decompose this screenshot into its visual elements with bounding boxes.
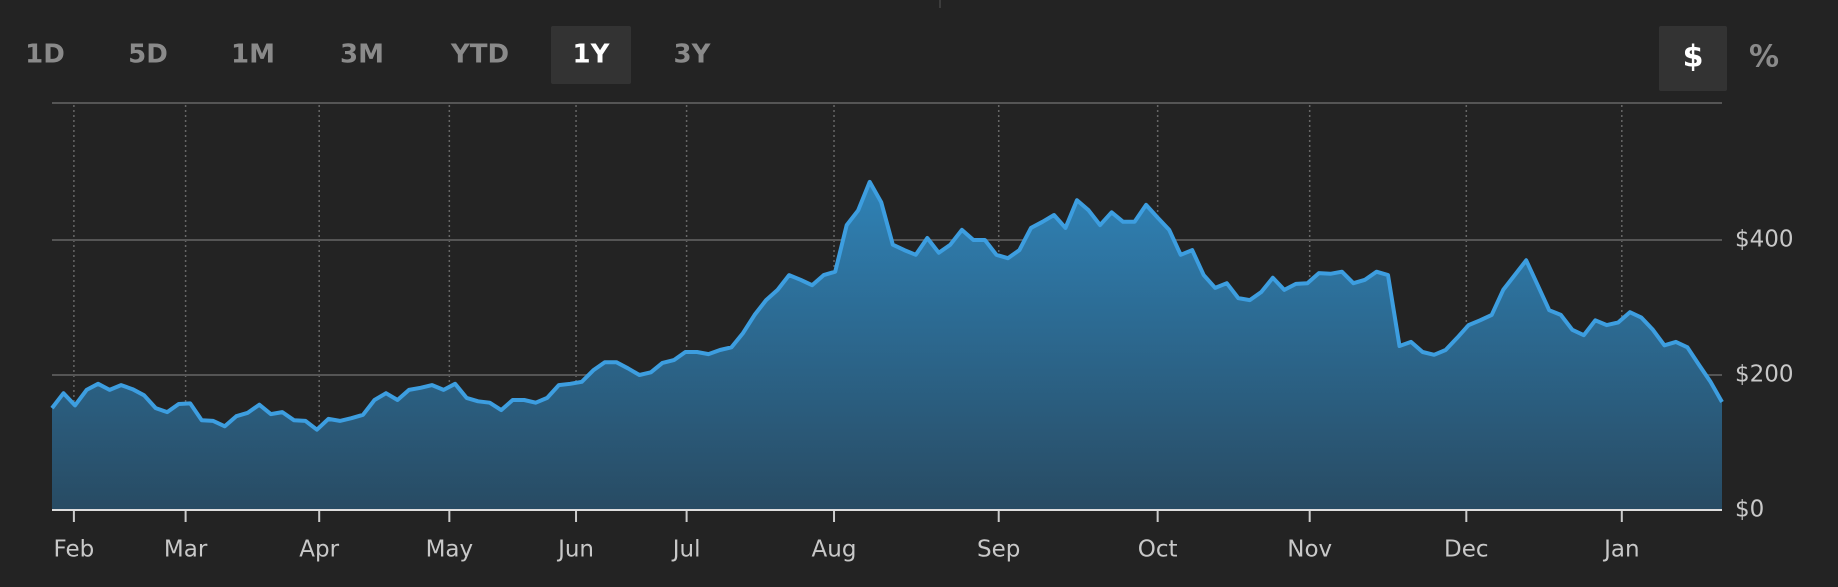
x-tick-label: Aug xyxy=(812,537,857,563)
x-tick-label: Feb xyxy=(54,537,95,563)
unit-button[interactable]: $ xyxy=(1683,40,1704,75)
range-button[interactable]: 3Y xyxy=(674,40,712,70)
x-tick-label: Oct xyxy=(1138,537,1178,563)
x-tick-label: Dec xyxy=(1444,537,1489,563)
y-tick-label: $0 xyxy=(1735,497,1764,523)
range-button[interactable]: 5D xyxy=(128,40,168,70)
range-button[interactable]: 1M xyxy=(231,40,275,70)
x-tick-label: Nov xyxy=(1287,537,1332,563)
y-tick-label: $400 xyxy=(1735,227,1794,253)
x-tick-label: Jun xyxy=(556,537,594,563)
range-button[interactable]: 1D xyxy=(25,40,65,70)
x-tick-label: Mar xyxy=(164,537,208,563)
x-tick-label: Apr xyxy=(299,537,339,563)
x-tick-label: Jan xyxy=(1602,537,1639,563)
x-tick-label: May xyxy=(426,537,474,563)
x-tick-label: Sep xyxy=(977,537,1020,563)
unit-button-bg xyxy=(1659,26,1727,91)
unit-button[interactable]: % xyxy=(1749,40,1779,75)
area-fill xyxy=(52,181,1722,510)
y-tick-label: $200 xyxy=(1735,362,1794,388)
range-button[interactable]: 1Y xyxy=(573,40,611,70)
range-button-bg xyxy=(551,26,631,84)
price-line xyxy=(50,179,1724,432)
range-button[interactable]: 3M xyxy=(340,40,384,70)
x-tick-label: Jul xyxy=(671,537,701,563)
range-button[interactable]: YTD xyxy=(450,40,509,70)
